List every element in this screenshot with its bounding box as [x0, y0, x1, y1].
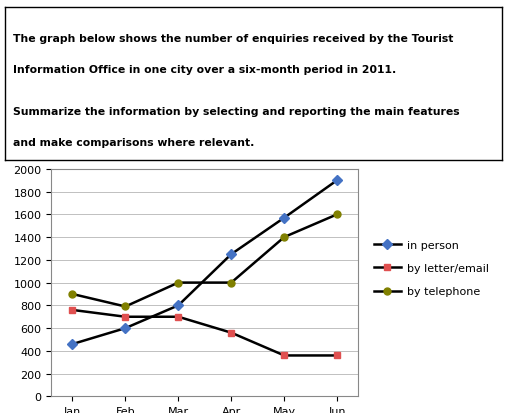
Text: The graph below shows the number of enquiries received by the Tourist: The graph below shows the number of enqu… [13, 34, 453, 44]
Text: and make comparisons where relevant.: and make comparisons where relevant. [13, 138, 254, 148]
Text: Information Office in one city over a six-month period in 2011.: Information Office in one city over a si… [13, 64, 396, 74]
Legend: in person, by letter/email, by telephone: in person, by letter/email, by telephone [369, 236, 493, 301]
Text: Summarize the information by selecting and reporting the main features: Summarize the information by selecting a… [13, 107, 459, 117]
